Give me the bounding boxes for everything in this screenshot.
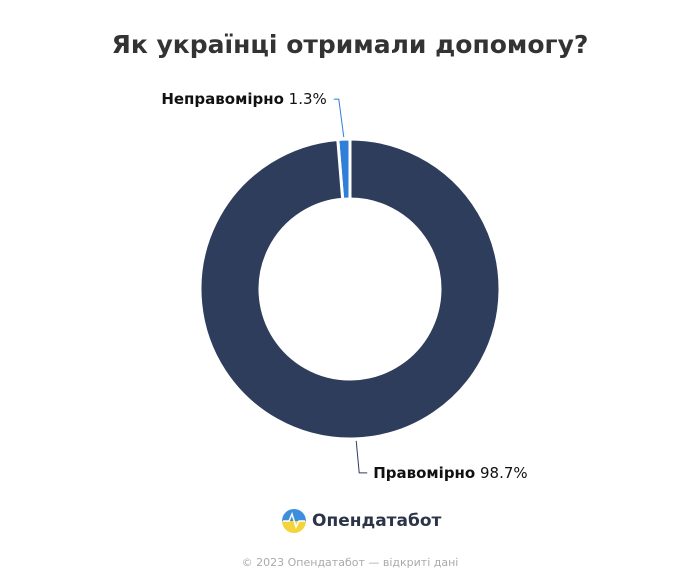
leader-line — [355, 440, 368, 474]
slice-label: Правомірно 98.7% — [373, 463, 527, 481]
logo-pulse — [283, 511, 305, 530]
slice-label: Неправомірно 1.3% — [161, 90, 326, 108]
category-label: Неправомірно — [161, 90, 284, 108]
leader-line — [333, 98, 345, 138]
slice — [198, 137, 502, 441]
chart-title: Як українці отримали допомогу? — [112, 30, 589, 59]
footer: © 2023 Опендатабот — відкриті дані — [242, 556, 459, 569]
category-label: Правомірно — [373, 463, 475, 481]
value-label: 98.7% — [480, 463, 528, 481]
value-label: 1.3% — [289, 90, 327, 108]
logo-text: Опендатабот — [312, 511, 442, 531]
logo: Опендатабот — [282, 509, 442, 533]
